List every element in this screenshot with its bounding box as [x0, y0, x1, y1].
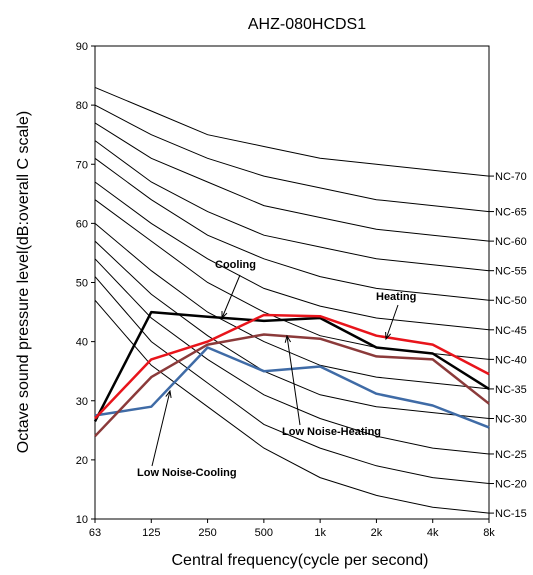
x-tick-label: 8k [483, 527, 495, 539]
nc-label-nc-35: NC-35 [495, 384, 527, 396]
x-tick-label: 63 [89, 527, 101, 539]
nc-label-nc-55: NC-55 [495, 266, 527, 278]
nc-curve-nc-70 [94, 86, 490, 177]
nc-label-nc-15: NC-15 [495, 508, 527, 520]
x-tick-label: 125 [142, 527, 160, 539]
x-tick-label: 250 [198, 527, 216, 539]
x-tick-label: 2k [371, 527, 383, 539]
nc-label-nc-30: NC-30 [495, 413, 527, 425]
series-annotations: Cooling Heating Low Noise-Cooling Low Noise… [137, 259, 416, 479]
annotation-heating: Heating [376, 291, 416, 303]
y-axis-title: Octave sound pressure level(dB:overall C… [15, 111, 32, 453]
nc-curve-nc-65 [94, 104, 490, 213]
nc-label-nc-65: NC-65 [495, 207, 527, 219]
nc-curve-nc-50 [94, 157, 490, 301]
annotation-leader-cooling [221, 274, 241, 319]
y-tick-label: 10 [76, 514, 88, 526]
series-heating [94, 313, 490, 420]
nc-label-nc-25: NC-25 [495, 449, 527, 461]
annotation-leader-low-noise-heating [286, 335, 301, 426]
annotation-low-noise-heating: Low Noise-Heating [282, 426, 381, 438]
nc-curve-nc-35 [94, 223, 490, 390]
nc-curve-nc-30 [94, 240, 490, 419]
x-tick-label: 500 [255, 527, 273, 539]
nc-curve-nc-20 [94, 276, 490, 484]
plot-frame [94, 45, 490, 520]
y-tick-label: 50 [76, 278, 88, 290]
y-tick-label: 80 [76, 100, 88, 112]
x-tick-label: 1k [314, 527, 326, 539]
annotation-low-noise-cooling: Low Noise-Cooling [137, 467, 237, 479]
nc-curve-nc-55 [94, 140, 490, 272]
nc-label-nc-40: NC-40 [495, 354, 527, 366]
annotation-arrow-cooling [221, 311, 228, 320]
y-tick-label: 90 [76, 41, 88, 53]
nc-label-nc-60: NC-60 [495, 236, 527, 248]
annotation-arrow-low-noise-heating [284, 334, 292, 343]
annotation-cooling: Cooling [215, 259, 256, 271]
nc-label-nc-50: NC-50 [495, 295, 527, 307]
nc-label-nc-70: NC-70 [495, 171, 527, 183]
x-axis-ticks: 63 125 250 500 1k 2k 4k 8k [89, 519, 495, 539]
series-cooling [93, 310, 490, 422]
nc-label-nc-20: NC-20 [495, 479, 527, 491]
x-tick-label: 4k [427, 527, 439, 539]
y-axis-ticks: 10 20 30 40 50 60 70 80 90 [76, 41, 95, 526]
nc-curves [94, 86, 490, 514]
y-tick-label: 70 [76, 159, 88, 171]
series-low-noise-heating [94, 333, 490, 438]
annotation-arrow-heating [385, 331, 392, 341]
nc-curve-nc-60 [94, 122, 490, 242]
y-tick-label: 30 [76, 396, 88, 408]
annotation-arrow-low-noise-cooling [165, 389, 172, 398]
y-tick-label: 60 [76, 218, 88, 230]
x-axis-title: Central frequency(cycle per second) [171, 552, 428, 569]
nc-labels: NC-70 NC-65 NC-60 NC-55 NC-50 NC-45 NC-40 NC-35… [489, 171, 527, 520]
annotation-leader-heating [385, 304, 399, 340]
y-tick-label: 40 [76, 337, 88, 349]
nc-curve-nc-25 [94, 258, 490, 455]
data-series [93, 310, 490, 438]
chart-title: AHZ-080HCDS1 [248, 16, 366, 33]
nc-curve-nc-45 [94, 181, 490, 331]
nc-label-nc-45: NC-45 [495, 325, 527, 337]
annotation-leader-low-noise-cooling [151, 390, 171, 467]
y-tick-label: 20 [76, 455, 88, 467]
